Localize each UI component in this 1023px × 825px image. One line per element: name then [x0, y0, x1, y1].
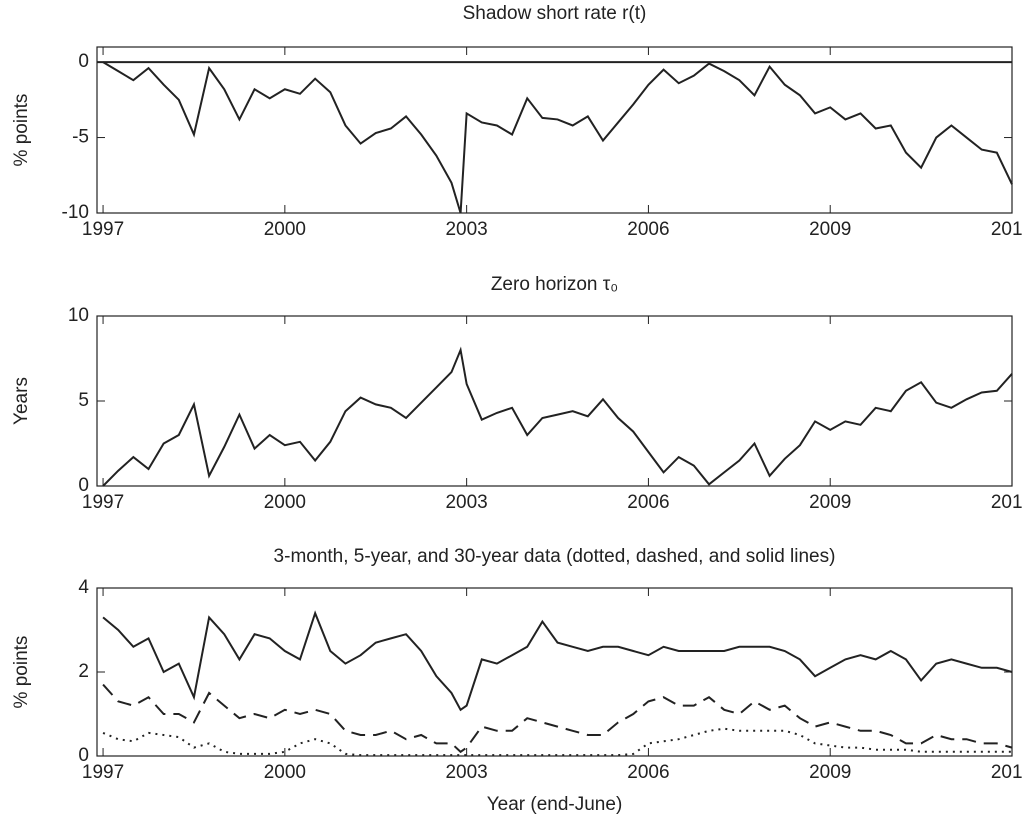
- x-tick-label: 2009: [809, 492, 851, 513]
- x-tick-label: 2012: [991, 762, 1023, 783]
- y-tick-label: 10: [68, 305, 89, 326]
- x-tick-label: 2000: [264, 219, 306, 240]
- chart-title: Zero horizon τ₀: [491, 274, 618, 295]
- plot: Zero horizon τ₀ Years 0 5 10 1997 2000 2003 2006…: [11, 274, 1023, 513]
- y-tick-label: 4: [78, 577, 89, 598]
- y-tick-label: 5: [78, 390, 89, 411]
- x-tick-label: 2003: [445, 219, 487, 240]
- x-tick-label: 2000: [264, 492, 306, 513]
- chart-title: Shadow short rate r(t): [463, 3, 647, 24]
- chart-title: 3-month, 5-year, and 30-year data (dotte…: [274, 546, 836, 567]
- data-line: [102, 61, 1013, 214]
- x-tick-label: 1997: [82, 762, 124, 783]
- x-tick-label: 2006: [627, 219, 669, 240]
- x-tick-label: 1997: [82, 219, 124, 240]
- plot-frame: [96, 46, 1013, 214]
- x-tick-label: 2009: [809, 762, 851, 783]
- x-tick-label: 2003: [445, 762, 487, 783]
- y-tick-label: 0: [78, 475, 89, 496]
- y-tick-label: -10: [62, 202, 89, 223]
- y-tick-label: -5: [72, 127, 89, 148]
- x-tick-label: 2012: [991, 219, 1023, 240]
- data-line: [102, 346, 1013, 487]
- plot: Shadow short rate r(t) % points -10 -5 0 1997…: [11, 3, 1023, 240]
- x-tick-label: 2000: [264, 762, 306, 783]
- y-axis-label: Years: [11, 377, 32, 425]
- x-tick-label: 2012: [991, 492, 1023, 513]
- y-tick-label: 0: [78, 51, 89, 72]
- x-tick-label: 2003: [445, 492, 487, 513]
- plot-frame: [96, 315, 1013, 487]
- data-line: [102, 727, 1012, 757]
- x-axis-label: Year (end-June): [487, 794, 623, 815]
- plot: 3-month, 5-year, and 30-year data (dotte…: [11, 546, 1023, 815]
- data-line: [102, 610, 1013, 712]
- x-tick-label: 2006: [627, 762, 669, 783]
- y-axis-label: % points: [11, 94, 32, 167]
- data-line: [102, 683, 1013, 754]
- x-tick-label: 2006: [627, 492, 669, 513]
- plot-frame: [96, 587, 1013, 757]
- y-axis-label: % points: [11, 636, 32, 709]
- x-tick-label: 1997: [82, 492, 124, 513]
- y-tick-label: 0: [78, 745, 89, 766]
- y-tick-label: 2: [78, 661, 89, 682]
- x-tick-label: 2009: [809, 219, 851, 240]
